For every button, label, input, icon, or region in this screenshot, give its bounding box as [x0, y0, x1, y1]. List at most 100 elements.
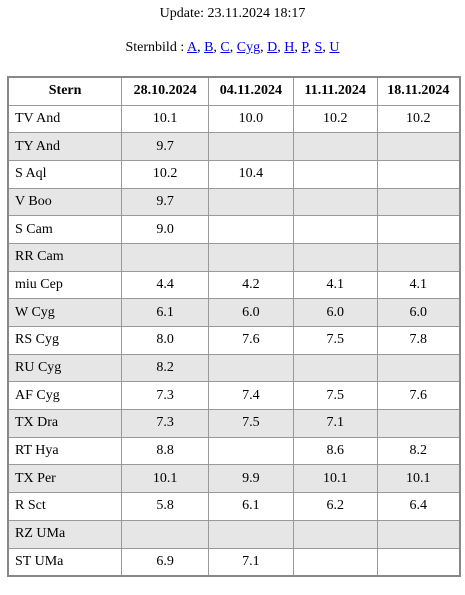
- magnitude-cell: 7.1: [207, 547, 294, 577]
- column-header: 04.11.2024: [207, 76, 294, 106]
- sternbild-link[interactable]: C: [220, 40, 230, 55]
- table-row: S Aql 10.2 10.4: [7, 159, 461, 189]
- column-header: 11.11.2024: [292, 76, 378, 106]
- star-name: S Cam: [7, 215, 123, 244]
- magnitude-cell: [207, 132, 294, 161]
- table-row: TY And 9.7: [7, 132, 461, 161]
- magnitude-cell: 10.1: [376, 464, 461, 494]
- magnitude-cell: [292, 215, 378, 244]
- update-line: Update: 23.11.2024 18:17: [159, 6, 306, 21]
- magnitude-cell: 4.4: [121, 270, 209, 300]
- link-separator: ,: [307, 40, 315, 55]
- star-name: W Cyg: [7, 298, 123, 327]
- magnitude-cell: 6.0: [292, 298, 378, 327]
- magnitude-cell: 7.6: [207, 326, 294, 355]
- table-row: RU Cyg 8.2: [7, 353, 461, 383]
- star-name: miu Cep: [7, 270, 123, 300]
- table-row: RZ UMa: [7, 519, 461, 549]
- magnitude-cell: 6.2: [292, 492, 378, 521]
- magnitude-cell: 5.8: [121, 492, 209, 521]
- link-separator: ,: [277, 40, 285, 55]
- magnitude-cell: 10.2: [292, 104, 378, 134]
- magnitude-cell: [292, 547, 378, 577]
- star-name: V Boo: [7, 187, 123, 217]
- sternbild-link[interactable]: H: [284, 40, 295, 55]
- link-list: A, B, C, Cyg, D, H, P, S, U: [187, 40, 340, 55]
- magnitude-cell: 10.1: [121, 464, 209, 494]
- sternbild-link[interactable]: A: [186, 40, 198, 55]
- magnitude-cell: 6.1: [121, 298, 209, 327]
- star-name: AF Cyg: [7, 381, 123, 411]
- magnitude-cell: 7.4: [207, 381, 294, 411]
- magnitude-cell: 10.2: [376, 104, 461, 134]
- magnitude-cell: 7.6: [376, 381, 461, 411]
- table-row: TX Dra 7.3 7.5 7.1: [7, 409, 461, 438]
- magnitude-cell: 9.7: [121, 187, 209, 217]
- magnitude-cell: 10.2: [121, 159, 209, 189]
- magnitude-cell: 7.3: [121, 381, 209, 411]
- magnitude-cell: 9.7: [121, 132, 209, 161]
- column-header: Stern: [7, 76, 123, 106]
- magnitude-cell: 7.8: [376, 326, 461, 355]
- link-separator: ,: [294, 40, 302, 55]
- table-body: TV And 10.1 10.0 10.2 10.2 TY And 9.7 S Aql 10.2…: [7, 104, 461, 577]
- magnitude-cell: [207, 353, 294, 383]
- magnitude-cell: [292, 159, 378, 189]
- table-row: AF Cyg 7.3 7.4 7.5 7.6: [7, 381, 461, 411]
- magnitude-cell: 8.2: [121, 353, 209, 383]
- magnitude-cell: 10.0: [207, 104, 294, 134]
- magnitude-cell: 6.9: [121, 547, 209, 577]
- link-separator: ,: [213, 40, 221, 55]
- star-name: RU Cyg: [7, 353, 123, 383]
- link-separator: ,: [260, 40, 268, 55]
- magnitude-cell: [207, 519, 294, 549]
- magnitude-cell: [292, 519, 378, 549]
- magnitude-cell: 6.4: [376, 492, 461, 521]
- star-name: RT Hya: [7, 436, 123, 466]
- sternbild-link[interactable]: P: [301, 40, 308, 55]
- star-name: RS Cyg: [7, 326, 123, 355]
- magnitude-cell: 6.0: [207, 298, 294, 327]
- sternbild-link[interactable]: U: [329, 40, 340, 55]
- magnitude-cell: 7.5: [292, 381, 378, 411]
- magnitude-cell: [292, 242, 378, 272]
- magnitude-cell: 8.2: [376, 436, 461, 466]
- magnitude-cell: 8.6: [292, 436, 378, 466]
- sternbild-link[interactable]: S: [314, 40, 323, 55]
- magnitude-cell: [292, 132, 378, 161]
- table-row: TV And 10.1 10.0 10.2 10.2: [7, 104, 461, 134]
- magnitude-cell: [121, 519, 209, 549]
- magnitude-cell: [376, 242, 461, 272]
- table-row: miu Cep 4.4 4.2 4.1 4.1: [7, 270, 461, 300]
- star-name: ST UMa: [7, 547, 123, 577]
- header-row: Stern 28.10.2024 04.11.2024 11.11.2024 18.11…: [7, 76, 461, 106]
- sternbild-link[interactable]: D: [267, 40, 278, 55]
- table-row: RT Hya 8.8 8.6 8.2: [7, 436, 461, 466]
- magnitude-cell: 7.5: [207, 409, 294, 438]
- magnitude-cell: 6.0: [376, 298, 461, 327]
- table-row: S Cam 9.0: [7, 215, 461, 244]
- star-name: TX Per: [7, 464, 123, 494]
- magnitude-cell: [292, 187, 378, 217]
- star-name: RR Cam: [7, 242, 123, 272]
- magnitude-cell: 10.4: [207, 159, 294, 189]
- magnitude-cell: [207, 436, 294, 466]
- magnitude-cell: [376, 409, 461, 438]
- link-separator: ,: [229, 40, 237, 55]
- link-separator: ,: [197, 40, 205, 55]
- magnitude-cell: [376, 353, 461, 383]
- column-header: 28.10.2024: [121, 76, 209, 106]
- magnitude-cell: [376, 159, 461, 189]
- magnitude-cell: 6.1: [207, 492, 294, 521]
- magnitude-cell: [207, 242, 294, 272]
- star-name: TY And: [7, 132, 123, 161]
- table-row: RR Cam: [7, 242, 461, 272]
- table-row: ST UMa 6.9 7.1: [7, 547, 461, 577]
- magnitude-cell: 4.1: [292, 270, 378, 300]
- star-name: R Sct: [7, 492, 123, 521]
- sternbild-link[interactable]: B: [204, 40, 214, 55]
- magnitude-cell: 10.1: [292, 464, 378, 494]
- magnitude-cell: [376, 547, 461, 577]
- star-name: TX Dra: [7, 409, 123, 438]
- sternbild-link[interactable]: Cyg: [236, 40, 261, 55]
